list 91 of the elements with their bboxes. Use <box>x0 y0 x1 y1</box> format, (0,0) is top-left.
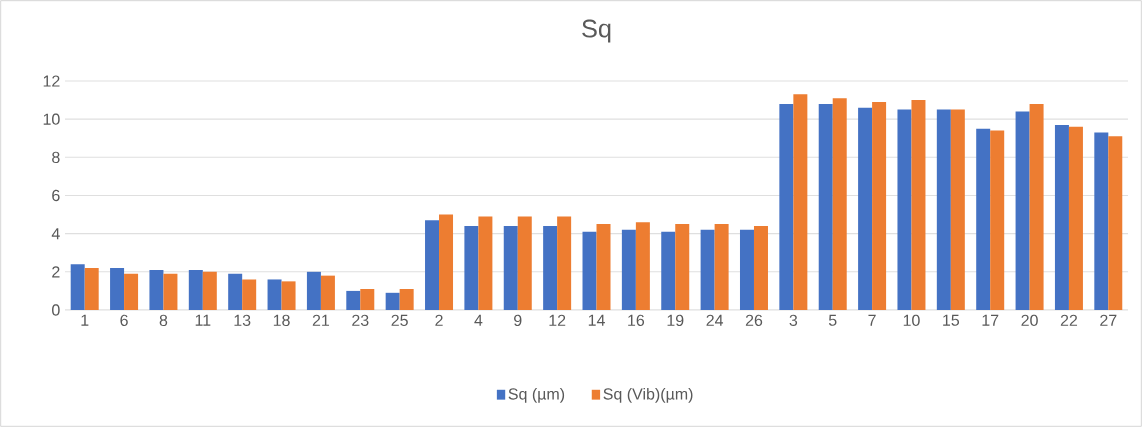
bar <box>950 109 965 310</box>
bar <box>149 269 164 310</box>
bar <box>202 271 217 310</box>
bar <box>976 128 991 310</box>
bar <box>1068 126 1083 310</box>
bar <box>661 231 676 310</box>
x-tick-label: 26 <box>745 314 763 327</box>
x-tick-label: 10 <box>903 314 920 327</box>
y-tick-label: 2 <box>52 266 60 278</box>
x-tick-label: 18 <box>273 314 290 327</box>
x-tick-label: 1 <box>81 314 89 326</box>
bar <box>739 229 754 310</box>
x-tick-label: 15 <box>943 314 960 326</box>
x-tick-label: 12 <box>549 314 566 326</box>
x-tick-label: 14 <box>588 314 605 326</box>
bar <box>1029 103 1044 310</box>
bar <box>714 224 729 310</box>
bar <box>346 290 361 310</box>
x-tick-label: 4 <box>474 314 483 326</box>
bar <box>753 226 768 310</box>
bar <box>858 107 873 310</box>
bar <box>582 231 597 310</box>
bar <box>911 100 926 310</box>
x-tick-label: 13 <box>234 314 251 327</box>
bar <box>188 269 203 310</box>
x-tick-label: 23 <box>352 314 369 327</box>
x-tick-label: 27 <box>1100 314 1117 326</box>
legend-label: Sq (Vib)(µm) <box>603 387 693 403</box>
x-tick-label: 8 <box>159 314 168 327</box>
y-tick-label: 8 <box>52 151 60 163</box>
x-tick-label: 20 <box>1021 314 1038 327</box>
bar <box>635 222 650 310</box>
bar <box>872 101 887 310</box>
bar <box>557 216 572 310</box>
bar <box>70 264 85 310</box>
x-tick-label: 3 <box>789 314 798 327</box>
bar <box>1054 124 1069 310</box>
y-tick-label: 10 <box>43 113 60 125</box>
x-tick-label: 11 <box>195 314 211 326</box>
bar <box>228 273 243 310</box>
bar <box>399 288 414 310</box>
bar <box>306 271 321 310</box>
bar <box>818 103 833 310</box>
bar <box>439 214 454 310</box>
bar <box>1015 111 1030 310</box>
x-tick-label: 17 <box>982 314 999 326</box>
y-tick-label: 12 <box>43 75 60 87</box>
bar <box>320 275 335 310</box>
bar <box>832 98 847 310</box>
y-tick-label: 0 <box>52 304 60 316</box>
bar <box>700 229 715 310</box>
bar <box>163 273 178 310</box>
chart-title: Sq <box>582 19 611 43</box>
x-tick-label: 19 <box>667 314 684 327</box>
bar <box>242 279 257 310</box>
legend-label: Sq (µm) <box>508 387 565 403</box>
x-tick-label: 22 <box>1060 314 1078 326</box>
bar <box>621 229 636 310</box>
bar <box>897 109 912 310</box>
bar <box>425 220 440 310</box>
bar <box>779 103 794 310</box>
bar <box>385 292 400 310</box>
x-tick-label: 25 <box>391 314 408 327</box>
x-tick-label: 5 <box>828 314 837 326</box>
bar <box>517 216 532 310</box>
bar <box>675 224 690 310</box>
x-tick-label: 6 <box>120 314 128 327</box>
x-tick-label: 24 <box>706 314 724 326</box>
bar <box>464 226 479 310</box>
bar <box>936 109 951 310</box>
x-tick-label: 9 <box>514 314 522 327</box>
bar <box>360 288 375 310</box>
x-tick-label: 7 <box>868 314 876 326</box>
bar <box>281 281 296 310</box>
bar <box>1108 136 1123 310</box>
bar <box>1094 132 1109 310</box>
x-tick-label: 2 <box>435 314 443 326</box>
bar <box>596 224 611 310</box>
bar <box>543 226 558 310</box>
bar <box>84 268 99 310</box>
y-tick-label: 4 <box>51 228 60 240</box>
bar <box>503 226 518 310</box>
bar <box>990 130 1005 310</box>
bar <box>793 94 808 310</box>
y-tick-label: 6 <box>52 189 60 202</box>
bar <box>478 216 493 310</box>
bar <box>124 273 139 310</box>
bar <box>110 268 125 310</box>
x-tick-label: 16 <box>628 314 645 327</box>
bar <box>267 279 282 310</box>
x-tick-label: 21 <box>312 314 330 326</box>
